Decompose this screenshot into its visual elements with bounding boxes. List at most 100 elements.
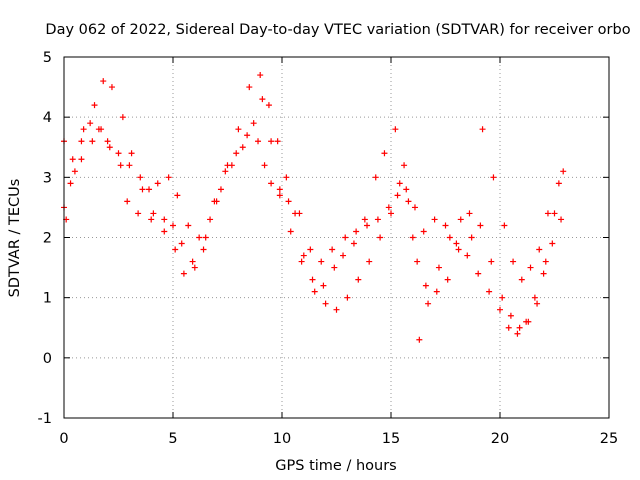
data-point	[233, 150, 240, 157]
data-point	[106, 144, 113, 151]
data-point	[261, 162, 268, 169]
data-point	[350, 240, 357, 247]
data-point	[189, 258, 196, 265]
data-point	[217, 186, 224, 193]
data-point	[292, 210, 299, 217]
data-point	[479, 126, 486, 133]
series-trace-1	[61, 126, 565, 337]
x-tick-label: 0	[59, 431, 68, 447]
data-point	[150, 210, 157, 217]
data-point	[329, 246, 336, 253]
data-point	[108, 84, 115, 91]
data-point	[265, 102, 272, 109]
data-point	[268, 180, 275, 187]
x-axis-label: GPS time / hours	[275, 458, 396, 474]
data-point	[425, 300, 432, 307]
data-point	[213, 198, 220, 205]
data-point	[361, 216, 368, 223]
data-point	[551, 210, 558, 217]
data-point	[307, 246, 314, 253]
data-point	[525, 318, 532, 325]
data-point	[257, 72, 264, 79]
data-point	[202, 234, 209, 241]
data-point	[433, 288, 440, 295]
data-point	[200, 246, 207, 253]
data-point	[455, 246, 462, 253]
data-point	[174, 192, 181, 199]
data-point	[405, 198, 412, 205]
data-point	[394, 192, 401, 199]
data-point	[146, 186, 153, 193]
data-point	[442, 222, 449, 229]
data-point	[355, 276, 362, 283]
data-point	[207, 216, 214, 223]
data-point	[244, 132, 251, 139]
data-point	[67, 180, 74, 187]
y-tick-label: -1	[38, 411, 52, 427]
data-point	[91, 102, 98, 109]
y-tick-label: 4	[43, 110, 52, 126]
data-point	[342, 234, 349, 241]
data-point	[300, 252, 307, 259]
data-point	[558, 216, 565, 223]
series-trace-2	[63, 72, 567, 331]
data-point	[507, 312, 514, 319]
data-point	[89, 138, 96, 145]
data-point	[527, 264, 534, 271]
y-tick-label: 5	[43, 50, 52, 66]
data-point	[191, 264, 198, 271]
data-point	[444, 276, 451, 283]
data-point	[276, 192, 283, 199]
data-point	[401, 162, 408, 169]
data-point	[422, 282, 429, 289]
data-point	[268, 138, 275, 145]
y-tick-label: 3	[43, 170, 52, 186]
data-point	[499, 294, 506, 301]
data-point	[510, 258, 517, 265]
data-point	[464, 252, 471, 259]
data-point	[165, 174, 172, 181]
data-point	[534, 300, 541, 307]
data-point	[239, 144, 246, 151]
data-point	[71, 168, 78, 175]
data-point	[374, 216, 381, 223]
data-point	[331, 264, 338, 271]
data-point	[126, 162, 133, 169]
x-tick-label: 15	[382, 431, 400, 447]
data-point	[385, 204, 392, 211]
axis-ticks: 0 5 10 15 20 25 -1 0 1 2 3 4 5	[38, 50, 619, 447]
data-point	[366, 258, 373, 265]
chart-title: Day 062 of 2022, Sidereal Day-to-day VTE…	[45, 22, 630, 38]
data-point	[344, 294, 351, 301]
data-point	[446, 234, 453, 241]
data-point	[353, 228, 360, 235]
data-point	[119, 114, 126, 121]
data-point	[403, 186, 410, 193]
data-point	[172, 246, 179, 253]
y-tick-label: 1	[43, 291, 52, 307]
data-point	[274, 138, 281, 145]
data-point	[505, 324, 512, 331]
data-point	[170, 222, 176, 229]
data-point	[246, 84, 253, 91]
data-point	[420, 228, 427, 235]
data-point	[490, 174, 497, 181]
data-point	[544, 210, 551, 217]
data-point	[555, 180, 562, 187]
data-point	[320, 282, 327, 289]
data-point	[185, 222, 192, 229]
data-point	[381, 150, 388, 157]
data-point	[514, 330, 521, 337]
data-point	[309, 276, 316, 283]
data-point	[411, 204, 418, 211]
data-point	[518, 276, 525, 283]
data-point	[285, 198, 292, 205]
data-points	[61, 72, 567, 343]
data-point	[100, 78, 107, 85]
data-point	[95, 126, 102, 133]
data-point	[228, 162, 235, 169]
data-point	[139, 186, 146, 193]
data-point	[137, 174, 144, 181]
y-axis-label: SDTVAR / TECUs	[7, 179, 23, 298]
data-point	[318, 258, 325, 265]
